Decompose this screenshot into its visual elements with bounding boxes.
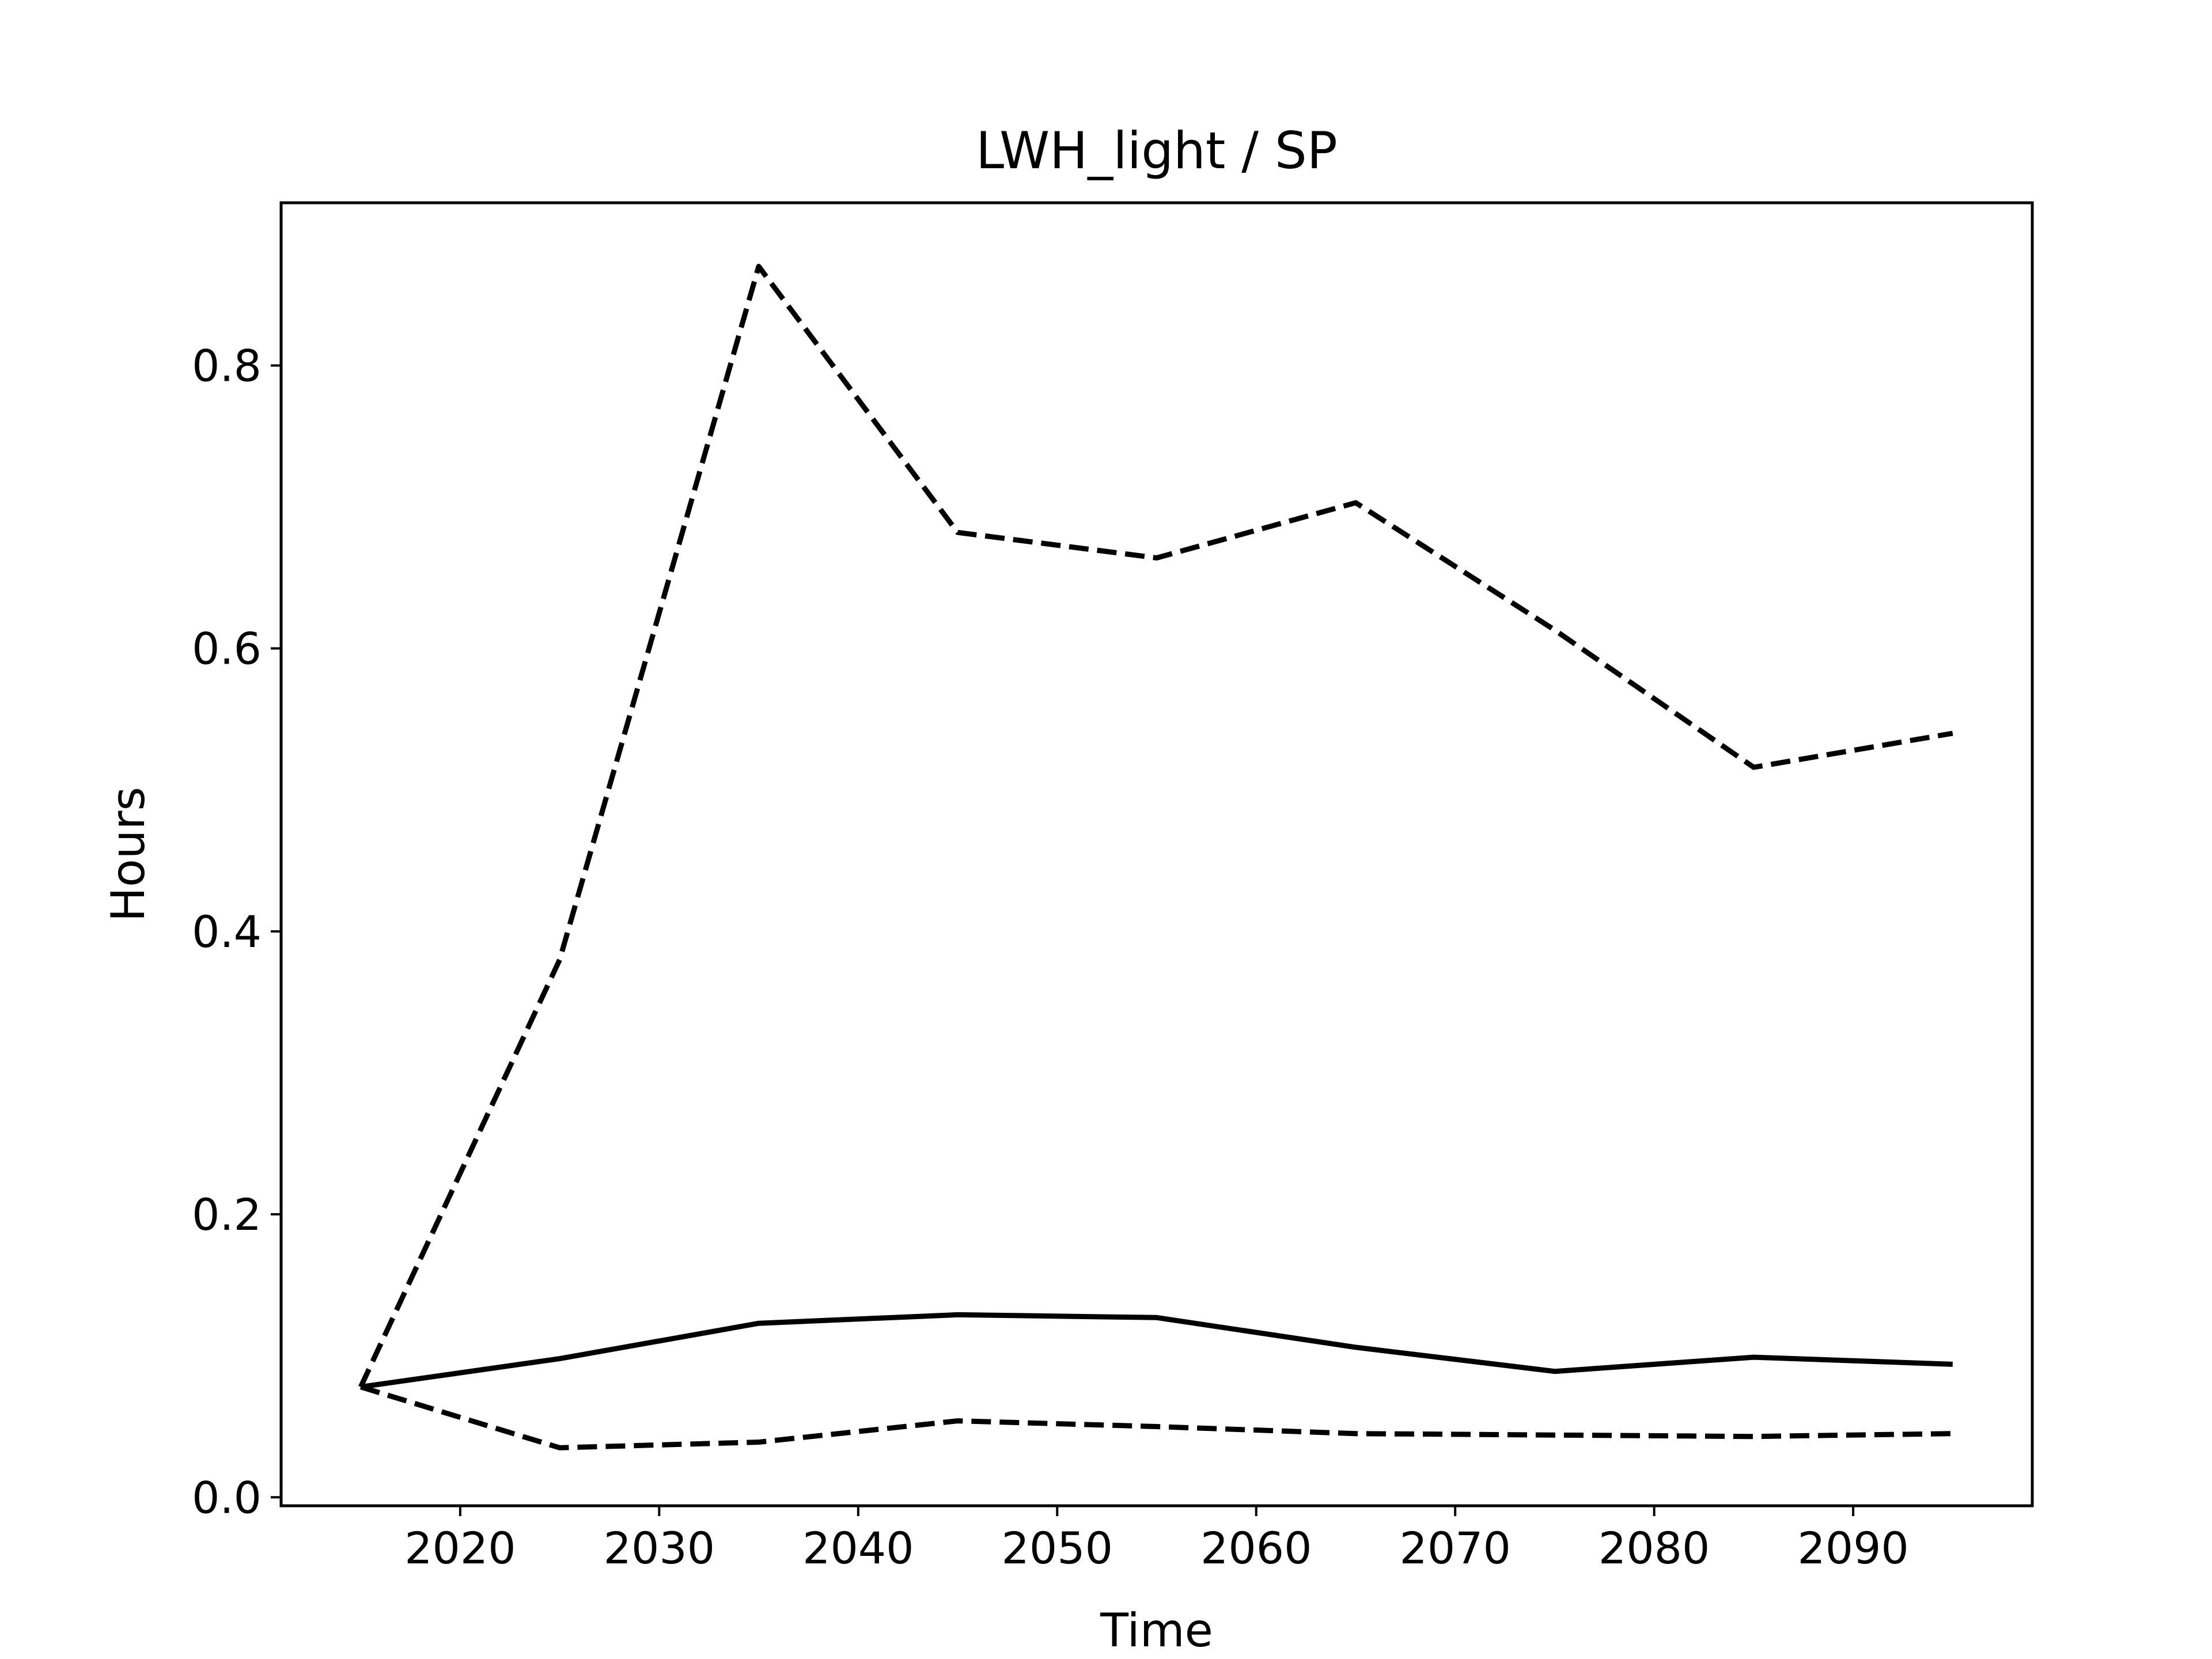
series-line-3 <box>359 1384 1953 1450</box>
y-tick-label: 0.6 <box>192 623 262 675</box>
x-tick-label: 2080 <box>1599 1522 1710 1574</box>
x-tick-label: 2060 <box>1200 1522 1312 1574</box>
chart-title: LWH_light / SP <box>976 121 1338 180</box>
series-line-1 <box>358 264 1953 1388</box>
series-line-2 <box>360 1312 1953 1390</box>
axis-ticks: 2020 2030 2040 2050 2060 2070 2080 2090 0.0 0.2 0.… <box>192 340 1909 1574</box>
x-tick-label: 2030 <box>604 1522 715 1574</box>
y-tick-label: 0.4 <box>192 906 262 957</box>
x-tick-label: 2040 <box>802 1522 914 1574</box>
y-axis-label: Hours <box>101 787 155 922</box>
y-tick-label: 0.8 <box>192 340 262 391</box>
x-axis-label: Time <box>1100 1604 1213 1657</box>
y-tick-label: 0.2 <box>192 1189 262 1240</box>
y-tick-label: 0.0 <box>192 1472 262 1523</box>
x-tick-label: 2050 <box>1002 1522 1113 1574</box>
series-lines <box>358 264 1953 1450</box>
x-tick-label: 2070 <box>1399 1522 1510 1574</box>
plot-frame <box>279 201 2034 1508</box>
x-tick-label: 2020 <box>404 1522 516 1574</box>
x-tick-label: 2090 <box>1797 1522 1908 1574</box>
